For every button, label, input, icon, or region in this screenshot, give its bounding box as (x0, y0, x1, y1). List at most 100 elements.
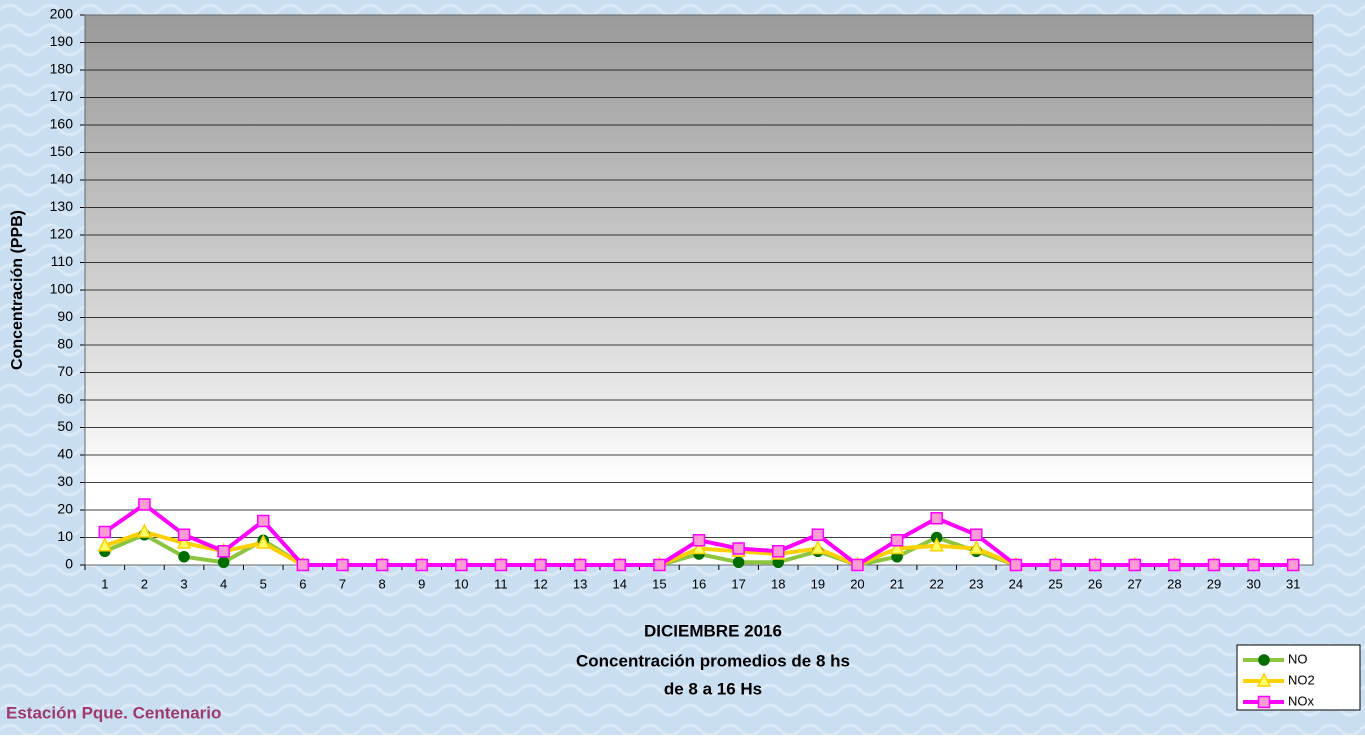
point (1207, 558, 1221, 572)
point (811, 528, 825, 541)
plot-border (84, 14, 1314, 566)
point (692, 534, 706, 547)
point (138, 498, 151, 511)
point (217, 556, 230, 568)
x-tick-label: 25 (1048, 576, 1062, 591)
y-tick-label: 170 (50, 88, 74, 104)
point (257, 514, 270, 528)
y-tick-label: 150 (50, 143, 74, 159)
point (375, 558, 389, 572)
x-tick-label: 29 (1207, 576, 1221, 591)
point (970, 528, 983, 541)
point (296, 558, 310, 572)
legend-marker (1258, 654, 1270, 666)
x-tick-label: 22 (929, 576, 943, 591)
y-tick-label: 10 (57, 528, 73, 544)
point (176, 534, 192, 549)
y-tick-label: 200 (50, 6, 74, 22)
x-tick-label: 21 (890, 576, 904, 591)
point (929, 537, 944, 552)
y-tick-label: 40 (57, 446, 73, 462)
point (613, 558, 627, 572)
y-tick-label: 100 (50, 281, 74, 297)
y-tick-label: 160 (50, 116, 74, 132)
x-tick-label: 24 (1009, 576, 1023, 591)
point (771, 545, 785, 558)
x-tick-label: 27 (1128, 576, 1142, 591)
point (177, 528, 191, 541)
x-tick-label: 15 (652, 576, 666, 591)
y-tick-label: 50 (57, 418, 73, 434)
x-tick-label: 30 (1246, 576, 1260, 591)
y-tick-label: 30 (57, 473, 73, 489)
point (1168, 558, 1181, 572)
y-tick-label: 190 (50, 33, 74, 49)
x-tick-label: 2 (141, 576, 148, 591)
point (1286, 558, 1300, 572)
legend-marker (1257, 695, 1271, 709)
point (890, 534, 904, 547)
title-line: DICIEMBRE 2016 (644, 621, 782, 640)
legend-label: NO2 (1288, 672, 1315, 687)
point (969, 539, 984, 555)
x-tick-label: 14 (613, 576, 627, 591)
point (98, 525, 112, 539)
point (573, 558, 587, 572)
point (691, 539, 707, 555)
x-tick-label: 16 (692, 576, 706, 591)
x-tick-label: 28 (1167, 576, 1181, 591)
point (494, 558, 508, 572)
point (653, 558, 666, 572)
legend-label: NOx (1288, 693, 1315, 708)
x-tick-label: 6 (299, 576, 306, 591)
title-line: Concentración promedios de 8 hs (576, 651, 850, 670)
point (455, 558, 468, 572)
point (217, 545, 230, 558)
point (415, 558, 428, 572)
x-tick-label: 13 (573, 576, 587, 591)
y-tick-label: 130 (50, 198, 74, 214)
x-tick-label: 8 (378, 576, 385, 591)
point (930, 512, 943, 525)
point (336, 558, 349, 572)
x-tick-label: 20 (850, 576, 864, 591)
y-tick-label: 110 (51, 253, 74, 269)
point (1049, 558, 1062, 572)
x-tick-label: 5 (260, 576, 267, 591)
y-tick-label: 80 (57, 336, 73, 352)
x-tick-label: 3 (180, 576, 187, 591)
legend-label: NO (1288, 651, 1308, 666)
point (1247, 558, 1260, 572)
x-tick-label: 12 (533, 576, 547, 591)
point (534, 558, 547, 572)
station-label: Estación Pque. Centenario (6, 703, 221, 722)
point (178, 551, 190, 563)
x-tick-label: 26 (1088, 576, 1102, 591)
x-tick-label: 9 (418, 576, 425, 591)
x-tick-label: 17 (731, 576, 745, 591)
x-tick-label: 31 (1286, 576, 1300, 591)
point (256, 534, 271, 549)
x-tick-label: 10 (454, 576, 468, 591)
y-tick-label: 90 (57, 308, 73, 324)
point (732, 542, 745, 555)
point (1088, 558, 1102, 572)
legend-marker (1256, 672, 1272, 687)
point (732, 556, 745, 568)
y-tick-label: 120 (50, 226, 74, 242)
point (137, 523, 152, 538)
x-tick-label: 23 (969, 576, 983, 591)
point (97, 537, 113, 552)
y-axis-label: Concentración (PPB) (9, 210, 26, 370)
x-tick-label: 19 (811, 576, 825, 591)
legend (1236, 644, 1361, 711)
x-tick-label: 11 (494, 576, 508, 591)
x-tick-label: 1 (101, 576, 108, 591)
point (810, 539, 826, 555)
x-tick-label: 18 (771, 576, 785, 591)
y-tick-label: 140 (50, 171, 74, 187)
y-tick-label: 60 (57, 391, 73, 407)
point (1009, 558, 1023, 572)
